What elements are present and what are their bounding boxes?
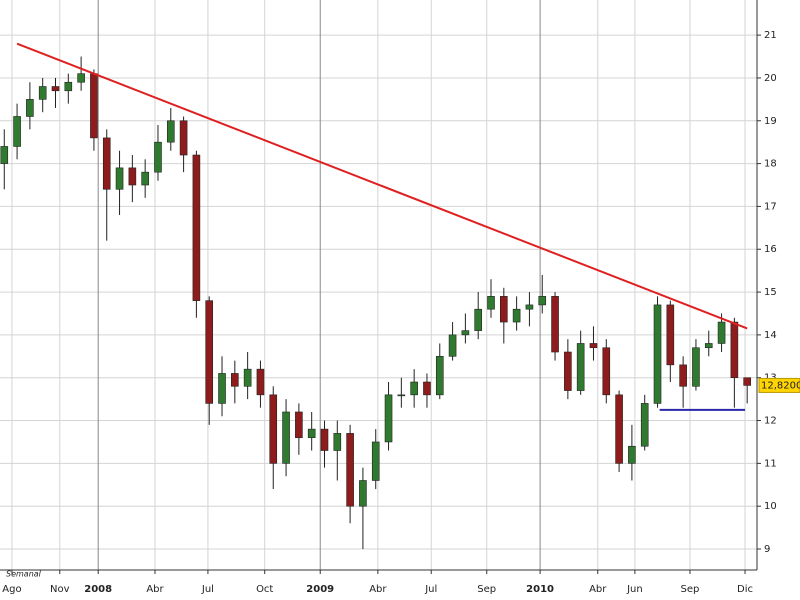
candle-body — [141, 171, 149, 186]
candle-body — [602, 347, 611, 396]
candle-body — [282, 411, 290, 464]
candle-body — [13, 116, 21, 147]
candle-body — [487, 296, 495, 310]
x-tick-label: 2009 — [306, 584, 334, 595]
x-tick-label: Oct — [256, 584, 273, 595]
trend-line — [16, 42, 748, 330]
candle-body — [295, 411, 303, 438]
y-tick-label: 19 — [764, 116, 777, 127]
candle-body — [115, 167, 124, 190]
candle-body — [512, 308, 521, 323]
candle-body — [51, 86, 60, 92]
candle-body — [500, 296, 508, 323]
candle-body — [346, 433, 354, 507]
candle-body — [666, 304, 675, 366]
candle-body — [653, 304, 662, 404]
candle-body — [359, 480, 367, 507]
x-tick-label: 2010 — [526, 584, 554, 595]
candle-body — [38, 86, 47, 100]
candle-body — [384, 394, 393, 443]
candle-body — [717, 321, 726, 344]
candle-body — [551, 296, 559, 353]
x-tick-label: Nov — [50, 584, 70, 595]
y-tick-label: 9 — [764, 544, 770, 555]
candle-body — [0, 146, 9, 164]
x-tick-label: Jul — [201, 584, 214, 595]
y-tick-label: 14 — [764, 330, 777, 341]
candle-body — [205, 300, 214, 404]
candle-body — [128, 167, 137, 186]
y-tick-label: 21 — [764, 30, 777, 41]
candle-body — [423, 381, 431, 396]
y-tick-label: 10 — [764, 501, 777, 512]
y-tick-label: 18 — [764, 159, 777, 170]
y-tick-label: 11 — [764, 458, 777, 469]
period-label: Semanal — [6, 570, 42, 579]
candle-body — [640, 403, 649, 447]
candle-body — [730, 321, 739, 379]
candle-body — [77, 73, 85, 83]
candle-body — [243, 368, 252, 387]
candle-body — [564, 351, 572, 391]
candle-body — [679, 364, 687, 387]
candle-body — [525, 304, 534, 310]
x-tick-label: Dic — [737, 584, 753, 595]
candle-body — [704, 343, 713, 349]
candle-body — [231, 373, 239, 387]
candle-body — [397, 394, 406, 397]
candle-body — [26, 99, 34, 117]
candle-body — [628, 445, 636, 464]
x-tick-label: Jul — [424, 584, 437, 595]
candle-body — [448, 334, 457, 357]
plot-area — [0, 0, 757, 570]
x-tick-label: Abr — [369, 584, 387, 595]
candle-body — [461, 330, 470, 336]
x-tick-label: Ago — [2, 584, 21, 595]
last-value-box — [758, 377, 800, 393]
candle-body — [589, 343, 598, 349]
x-tick-label: 2008 — [84, 584, 112, 595]
candle-body — [410, 381, 418, 396]
candle-body — [269, 394, 278, 464]
candle-body — [90, 73, 98, 139]
x-tick-label: Sep — [681, 584, 700, 595]
candle-body — [320, 428, 329, 451]
last-value-label: 12,8200 — [761, 380, 800, 391]
candle-body — [333, 433, 342, 451]
candle-body — [256, 368, 265, 396]
candle-body — [692, 347, 700, 387]
y-tick-label: 17 — [764, 201, 777, 212]
candle-body — [743, 377, 751, 386]
candle-body — [192, 154, 201, 301]
candle-body — [218, 373, 226, 404]
x-tick-label: Abr — [589, 584, 607, 595]
candle-body — [102, 137, 111, 190]
y-tick-label: 16 — [764, 244, 777, 255]
candle-body — [576, 343, 585, 391]
y-tick-label: 12 — [764, 416, 777, 427]
candle-body — [474, 308, 482, 331]
candle-body — [371, 441, 380, 481]
candle-body — [64, 81, 73, 92]
candle-body — [179, 120, 188, 156]
candle-body — [538, 296, 547, 306]
x-tick-label: Sep — [477, 584, 496, 595]
candle-body — [435, 356, 444, 396]
y-tick-label: 15 — [764, 287, 777, 298]
candle-body — [166, 120, 175, 143]
y-tick-label: 20 — [764, 73, 777, 84]
candle-body — [307, 428, 316, 438]
candle-body — [615, 394, 623, 464]
x-tick-label: Jun — [626, 584, 643, 595]
x-tick-label: Abr — [146, 584, 164, 595]
candle-body — [154, 141, 162, 173]
